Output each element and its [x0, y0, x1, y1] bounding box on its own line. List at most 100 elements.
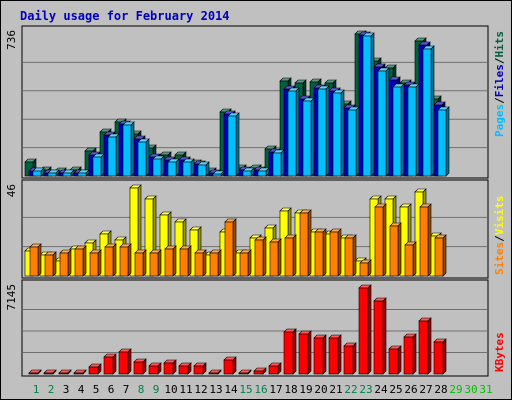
bar-kbytes-day-3: [58, 369, 72, 375]
bar-pages-day-2: [47, 169, 60, 177]
bar-kbytes-day-28: [433, 338, 447, 375]
bar-sites-day-9: [149, 249, 162, 277]
bar-pages-day-23: [362, 32, 375, 177]
day-label-30: 30: [464, 383, 477, 396]
day-label-29: 29: [449, 383, 462, 396]
bar-kbytes-day-5: [88, 363, 102, 375]
bar-sites-day-14: [224, 218, 237, 277]
bar-pages-day-14: [227, 112, 240, 177]
bar-sites-day-7: [119, 243, 132, 277]
day-label-10: 10: [164, 383, 177, 396]
bar-sites-day-6: [104, 243, 117, 277]
bar-sites-day-11: [179, 245, 192, 277]
bar-pages-day-13: [212, 170, 225, 177]
bar-kbytes-day-16: [253, 367, 267, 375]
bar-sites-day-8: [134, 249, 147, 277]
bar-kbytes-day-2: [43, 369, 57, 375]
bar-kbytes-day-7: [118, 348, 132, 375]
bar-sites-day-18: [284, 234, 297, 277]
bar-pages-day-5: [92, 153, 105, 177]
bar-sites-day-24: [374, 203, 387, 277]
bar-pages-day-22: [347, 106, 360, 177]
bar-pages-day-4: [77, 169, 90, 177]
panel-hits-files-pages: 736: [5, 25, 489, 179]
bar-kbytes-day-6: [103, 353, 117, 375]
bar-kbytes-day-27: [418, 317, 432, 375]
bar-kbytes-day-14: [223, 356, 237, 375]
bar-sites-day-2: [44, 251, 57, 277]
bar-sites-day-27: [419, 203, 432, 277]
day-label-26: 26: [404, 383, 417, 396]
bar-sites-day-28: [434, 234, 447, 277]
bar-pages-day-12: [197, 161, 210, 177]
day-axis: 1 2 3 4 5 6 7 8 9 10 11 12 13 14 15 16 17 18 19 20 21 22 23 24 2…: [33, 383, 493, 396]
bar-sites-day-13: [209, 249, 222, 277]
day-label-21: 21: [329, 383, 342, 396]
bar-sites-day-26: [404, 241, 417, 277]
bar-sites-day-4: [74, 245, 87, 277]
bar-kbytes-day-21: [328, 334, 342, 375]
bar-kbytes-day-10: [163, 359, 177, 375]
bar-kbytes-day-12: [193, 362, 207, 375]
day-label-9: 9: [153, 383, 160, 396]
panel-background: [21, 279, 489, 377]
bar-sites-day-19: [299, 209, 312, 277]
bar-kbytes-day-15: [238, 369, 252, 375]
bar-kbytes-day-23: [358, 284, 372, 375]
bar-pages-day-24: [377, 67, 390, 177]
label-kbytes: KBytes: [493, 332, 506, 372]
day-label-25: 25: [389, 383, 402, 396]
day-label-4: 4: [78, 383, 85, 396]
y-max-label: 46: [5, 184, 18, 197]
day-label-16: 16: [254, 383, 267, 396]
bar-kbytes-day-18: [283, 328, 297, 375]
bar-pages-day-28: [437, 106, 450, 177]
right-legend-labels: Pages/Files/Hits Sites/Visits KBytes: [493, 31, 506, 372]
day-label-17: 17: [269, 383, 282, 396]
bar-pages-day-3: [62, 169, 75, 177]
day-label-8: 8: [138, 383, 145, 396]
bar-sites-day-3: [59, 249, 72, 277]
bar-kbytes-day-8: [133, 358, 147, 375]
chart-panels: 736 46 7145: [5, 25, 489, 377]
bar-sites-day-15: [239, 249, 252, 277]
panel-sites-visits: 46: [5, 179, 489, 279]
day-label-3: 3: [63, 383, 70, 396]
bar-kbytes-day-17: [268, 362, 282, 375]
bar-pages-day-8: [137, 138, 150, 177]
day-label-28: 28: [434, 383, 447, 396]
bar-pages-day-27: [422, 45, 435, 177]
bar-sites-day-21: [329, 228, 342, 277]
label-pages-files-hits: Pages/Files/Hits: [493, 31, 506, 137]
day-label-11: 11: [179, 383, 192, 396]
bar-pages-day-26: [407, 83, 420, 177]
day-label-27: 27: [419, 383, 432, 396]
bar-sites-day-23: [359, 259, 372, 277]
day-label-7: 7: [123, 383, 130, 396]
y-max-label: 736: [5, 30, 18, 50]
bar-kbytes-day-20: [313, 334, 327, 375]
bar-kbytes-day-19: [298, 330, 312, 375]
bar-pages-day-21: [332, 89, 345, 177]
bar-sites-day-17: [269, 238, 282, 277]
bar-sites-day-20: [314, 228, 327, 277]
bar-pages-day-19: [302, 97, 315, 177]
bar-pages-day-1: [32, 167, 45, 177]
bar-kbytes-day-1: [28, 369, 42, 375]
bar-kbytes-day-11: [178, 362, 192, 375]
bar-pages-day-25: [392, 83, 405, 177]
bar-pages-day-10: [167, 158, 180, 177]
bar-kbytes-day-9: [148, 362, 162, 375]
bar-kbytes-day-26: [403, 333, 417, 375]
bar-pages-day-20: [317, 85, 330, 177]
day-label-31: 31: [479, 383, 492, 396]
bar-pages-day-9: [152, 155, 165, 177]
bar-sites-day-16: [254, 236, 267, 277]
panel-kbytes: 7145: [5, 279, 489, 377]
bar-pages-day-11: [182, 158, 195, 177]
bar-pages-day-17: [272, 149, 285, 177]
bar-sites-day-5: [89, 249, 102, 277]
day-label-13: 13: [209, 383, 222, 396]
bar-sites-day-10: [164, 245, 177, 277]
